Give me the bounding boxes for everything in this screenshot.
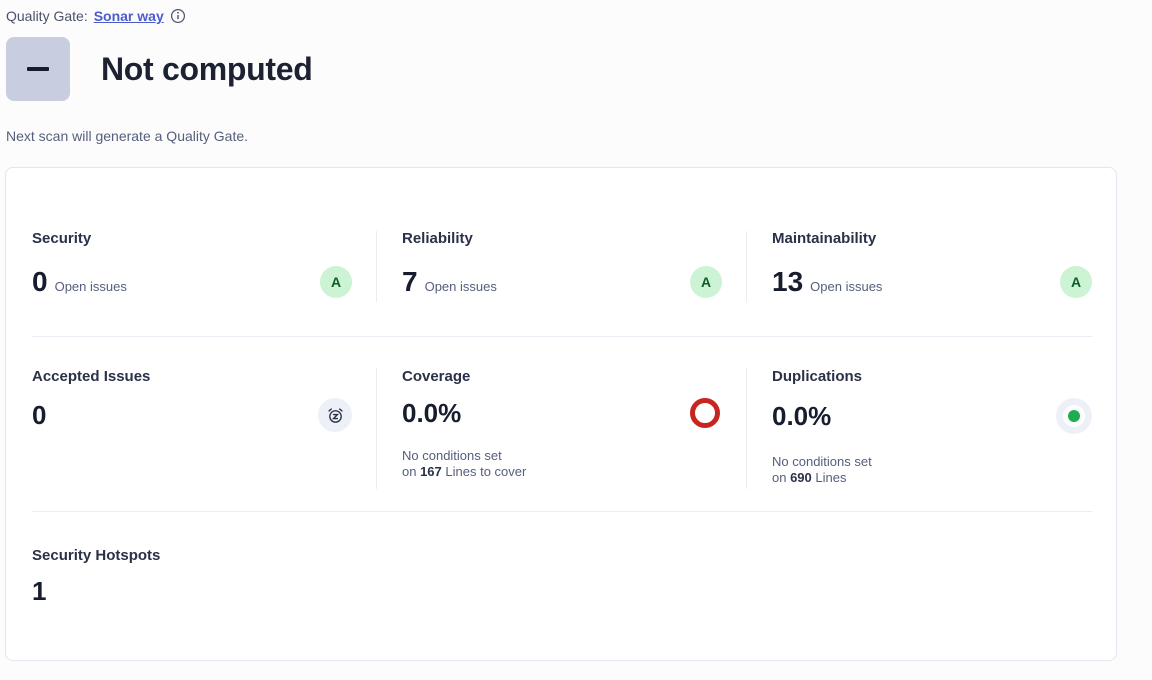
metric-value-suffix: Open issues xyxy=(54,279,127,294)
metric-value-suffix: Open issues xyxy=(424,279,497,294)
metric-title: Coverage xyxy=(402,368,471,385)
metric-title: Accepted Issues xyxy=(32,368,151,385)
coverage-ring-icon xyxy=(690,398,720,428)
conditions-note-suffix: Lines xyxy=(811,470,847,485)
conditions-note-line1: No conditions set xyxy=(772,454,872,469)
reliability-rating-badge[interactable]: A xyxy=(690,266,722,298)
metric-value[interactable]: 0 xyxy=(32,266,48,297)
maintainability-rating-badge[interactable]: A xyxy=(1060,266,1092,298)
maintainability-open-issues-link[interactable]: 13 Open issues xyxy=(772,268,882,296)
coverage-value-link[interactable]: 0.0% xyxy=(402,400,461,426)
metric-reliability: Reliability 7 Open issues A xyxy=(376,168,746,336)
metric-title: Security Hotspots xyxy=(32,547,161,564)
metric-accepted-issues: Accepted Issues 0 xyxy=(6,337,376,511)
metric-value[interactable]: 0.0% xyxy=(772,401,832,431)
conditions-note-prefix: on xyxy=(772,470,791,485)
conditions-note-prefix: on xyxy=(402,464,421,479)
security-open-issues-link[interactable]: 0 Open issues xyxy=(32,268,127,296)
metric-maintainability: Maintainability 13 Open issues A xyxy=(746,168,1116,336)
lines-to-cover-count: 167 xyxy=(420,464,442,479)
reliability-open-issues-link[interactable]: 7 Open issues xyxy=(402,268,497,296)
hotspots-row: Security Hotspots 1 xyxy=(6,512,1116,660)
lines-count: 690 xyxy=(790,470,812,485)
metric-value[interactable]: 0.0% xyxy=(402,398,462,428)
quality-gate-link[interactable]: Sonar way xyxy=(93,8,164,24)
minus-icon xyxy=(27,67,49,71)
conditions-note-line1: No conditions set xyxy=(402,448,502,463)
metric-title: Maintainability xyxy=(772,230,877,247)
coverage-row: Accepted Issues 0 Coverage xyxy=(6,337,1116,511)
issues-row: Security 0 Open issues A Reliability 7 O… xyxy=(6,168,1116,336)
info-icon[interactable] xyxy=(170,8,186,24)
status-note: Next scan will generate a Quality Gate. xyxy=(6,128,249,144)
measures-card: Security 0 Open issues A Reliability 7 O… xyxy=(5,167,1117,661)
accepted-issues-link[interactable]: 0 xyxy=(32,402,46,428)
duplications-value-link[interactable]: 0.0% xyxy=(772,403,831,429)
metric-security-hotspots: Security Hotspots 1 xyxy=(6,512,376,660)
metric-title: Security xyxy=(32,230,92,247)
metric-duplications: Duplications 0.0% No conditions set on 6… xyxy=(746,337,1116,511)
quality-gate-label: Quality Gate: xyxy=(6,8,88,24)
metric-value[interactable]: 13 xyxy=(772,266,804,297)
metric-value-suffix: Open issues xyxy=(810,279,883,294)
divider xyxy=(32,336,1092,337)
metric-title: Reliability xyxy=(402,230,473,247)
alarm-snooze-icon xyxy=(318,398,352,432)
security-hotspots-link[interactable]: 1 xyxy=(32,578,46,604)
security-rating-badge[interactable]: A xyxy=(320,266,352,298)
divider xyxy=(32,511,1092,512)
metric-value[interactable]: 1 xyxy=(32,576,47,606)
quality-gate-header: Quality Gate: Sonar way xyxy=(0,0,1152,24)
coverage-conditions-note: No conditions set on 167 Lines to cover xyxy=(402,448,722,480)
metric-value[interactable]: 7 xyxy=(402,266,418,297)
metric-value[interactable]: 0 xyxy=(32,400,47,430)
duplications-conditions-note: No conditions set on 690 Lines xyxy=(772,454,1092,486)
duplication-dot-icon xyxy=(1056,398,1092,434)
quality-gate-status: Not computed xyxy=(6,37,1152,101)
conditions-note-suffix: Lines to cover xyxy=(441,464,527,479)
metric-title: Duplications xyxy=(772,368,863,385)
metric-security: Security 0 Open issues A xyxy=(6,168,376,336)
not-computed-badge xyxy=(6,37,70,101)
metric-coverage: Coverage 0.0% No conditions set on 167 L… xyxy=(376,337,746,511)
page-title: Not computed xyxy=(101,50,313,87)
